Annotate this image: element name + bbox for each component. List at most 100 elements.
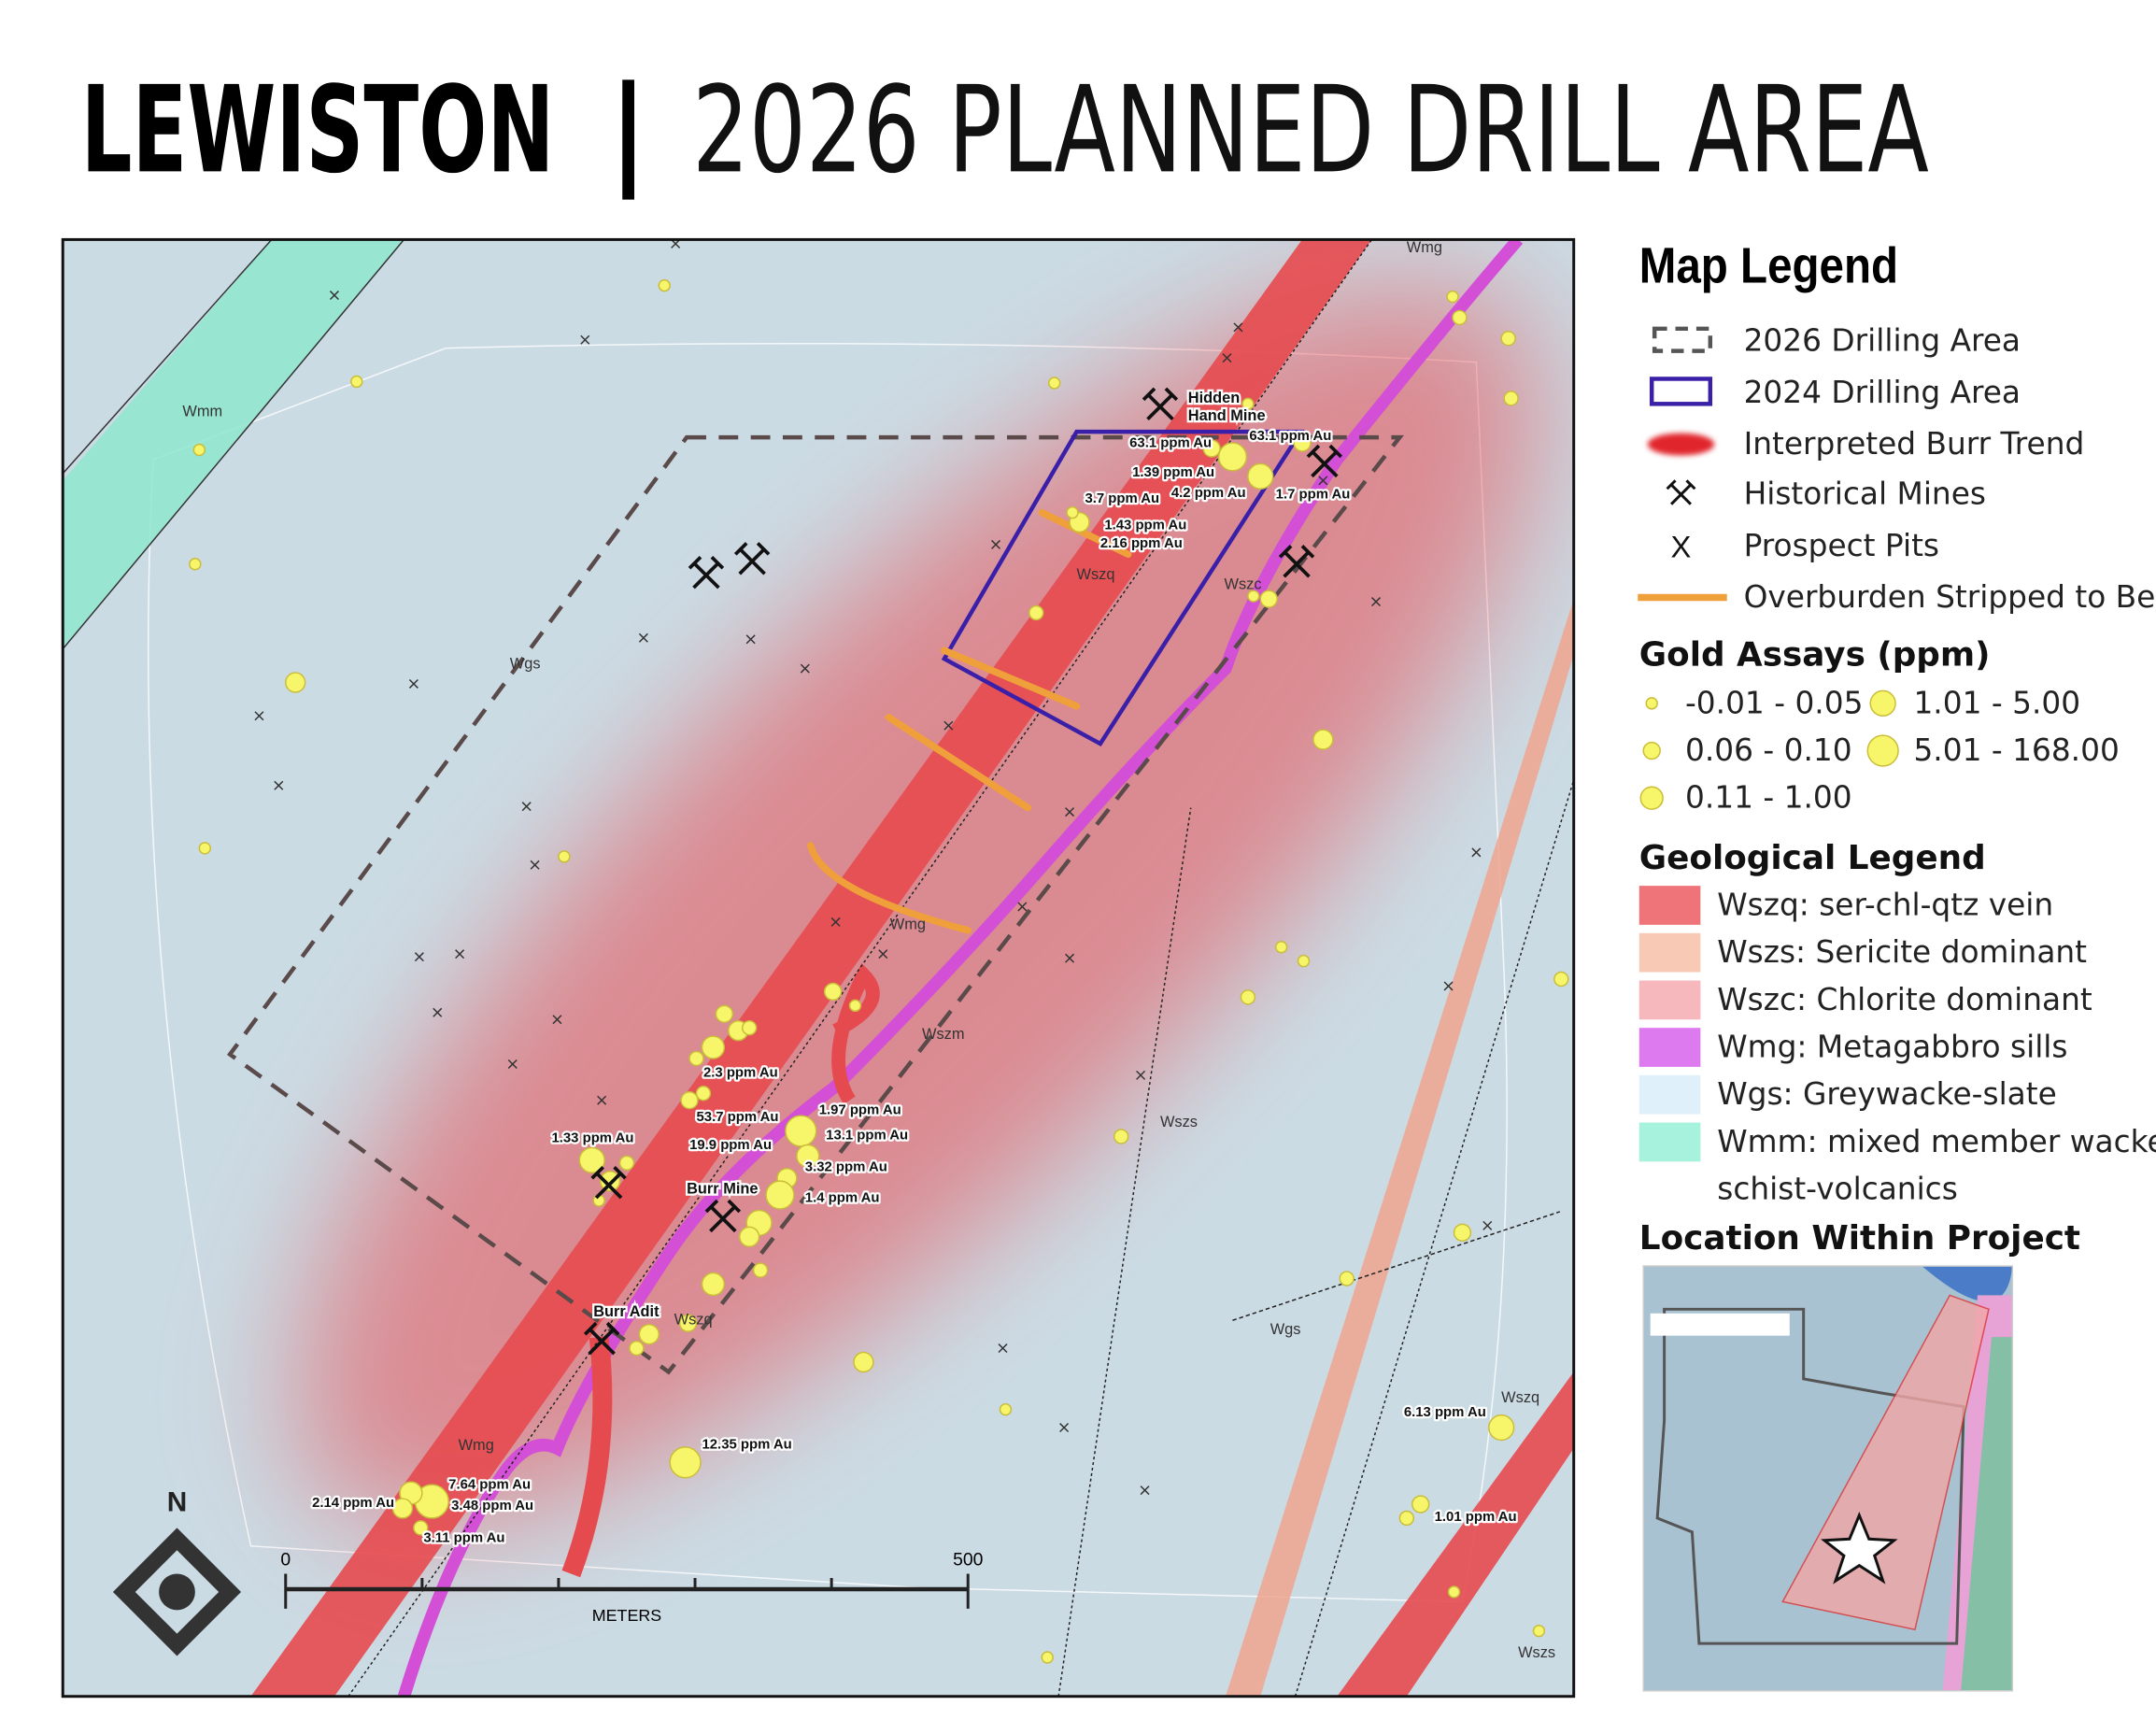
legend-item: Prospect Pits [1744,528,1939,563]
geology-item: Wgs: Greywacke-slate [1717,1076,2057,1112]
scale-ticks [284,1573,970,1609]
assay-label: 4.2 ppm Au [1171,486,1246,501]
title-separator: | [609,61,648,200]
assay-point [765,1180,795,1210]
prospect-pit [878,949,888,959]
assay-point [1241,397,1255,411]
geology-item: schist-volcanics [1717,1172,1958,1207]
unit-label: Wszs [1518,1644,1555,1661]
fault [348,239,1373,1697]
assay-point [1453,1223,1472,1243]
gold-range: 0.11 - 1.00 [1685,780,1852,816]
mine-symbol [733,542,771,576]
mine-symbol [1278,545,1315,578]
unit-label: Wmg [459,1437,494,1454]
contact [63,239,273,475]
prospect-pit [414,952,424,962]
assay-label: 1.7 ppm Au [1276,488,1351,503]
prospect-pit [1471,847,1482,858]
prospect-pit [1136,1070,1146,1080]
assay-point [1217,442,1248,472]
assay-point [1047,377,1061,390]
assay-point [599,1170,621,1192]
legend-item: Historical Mines [1744,476,1986,512]
project-boundary [147,342,1508,1603]
mine-symbol [704,1199,742,1233]
unit-label: Wszq [1501,1389,1539,1406]
assay-point [558,850,571,863]
prospect-pit [1371,597,1382,607]
assay-label: 13.1 ppm Au [826,1128,908,1143]
scale-bar: 0 500 METERS [280,1550,983,1626]
north-arrow [112,1528,242,1656]
unit-label: Wszm [922,1026,964,1043]
mine-label: Burr Mine [687,1181,758,1198]
assay-label: 2.14 ppm Au [312,1496,394,1511]
assay-label: 1.4 ppm Au [805,1191,880,1206]
prospect-pit [830,917,841,927]
assay-point [1488,1414,1515,1442]
assay-point [1500,331,1516,347]
geology-swatch [1638,1074,1701,1115]
assay-point [1041,1651,1054,1664]
assay-label: 1.33 ppm Au [551,1130,633,1145]
assay-point [1411,1495,1430,1514]
assay-point [715,1004,734,1023]
prospect-pit [455,949,465,959]
mine-symbol [1142,387,1179,421]
gold-range: -0.01 - 0.05 [1685,685,1863,720]
fault [1057,807,1192,1697]
title-bold: LEWISTON [81,61,555,200]
prospect-pit [552,1015,562,1025]
mine-label: Hand Mine [1188,407,1266,424]
assay-point [853,1351,874,1373]
historical-mines [583,387,1343,1356]
inset-scale [1650,1313,1790,1336]
prospect-pit [1065,953,1075,963]
legend-swatch [1649,377,1713,406]
mine-symbol [590,1165,627,1200]
geology-item: Wszq: ser-chl-qtz vein [1717,887,2053,922]
legend-swatch [1647,433,1715,456]
assay-label: 3.7 ppm Au [1085,491,1159,506]
assay-point [701,1272,726,1297]
legend-swatch: X [1671,529,1692,563]
assay-label: 1.39 ppm Au [1132,465,1214,480]
assay-point [1066,505,1079,519]
scale-unit: METERS [592,1606,662,1625]
assay-point [413,1520,429,1536]
assay-label: 53.7 ppm Au [697,1110,779,1125]
assay-point [1247,590,1260,603]
prospect-pit [433,1007,443,1017]
prospect-pit [521,802,532,812]
mine-symbol [688,555,725,590]
assay-point [1452,309,1468,326]
legend-swatch [1666,479,1696,505]
map: Wmm Wgs Wszq Wszc Wmg Wszm Wszs Wgs Wszq… [63,239,1574,1697]
prospect-pit [1233,322,1243,333]
assay-point [1113,1129,1129,1144]
assay-point [1028,604,1044,621]
overburden-strip [1038,508,1132,559]
assay-label: 3.32 ppm Au [805,1160,887,1175]
assay-point [999,1402,1013,1416]
inset-geology [1961,1337,2013,1691]
assay-point [678,1314,698,1332]
north-label: N [167,1486,188,1517]
unit-label: Wgs [1270,1321,1301,1338]
legend-item: Overburden Stripped to Bedrock [1744,579,2156,615]
prospect-pit [1222,353,1232,363]
legend-swatch [1652,326,1713,353]
geology-item: Wszs: Sericite dominant [1717,934,2087,970]
geology-item: Wmg: Metagabbro sills [1717,1029,2067,1064]
location-title: Location Within Project [1639,1219,2080,1258]
assay-point [688,1050,704,1067]
location-inset [1643,1266,2013,1691]
geology-title: Geological Legend [1639,839,1986,877]
gold-swatch [1645,697,1658,710]
assay-point [638,1323,660,1345]
geology-swatch [1638,886,1701,925]
unit-label: Wmg [1407,239,1442,256]
assay-point [1503,391,1519,406]
geology-item: Wmm: mixed member wacke- [1717,1124,2156,1159]
